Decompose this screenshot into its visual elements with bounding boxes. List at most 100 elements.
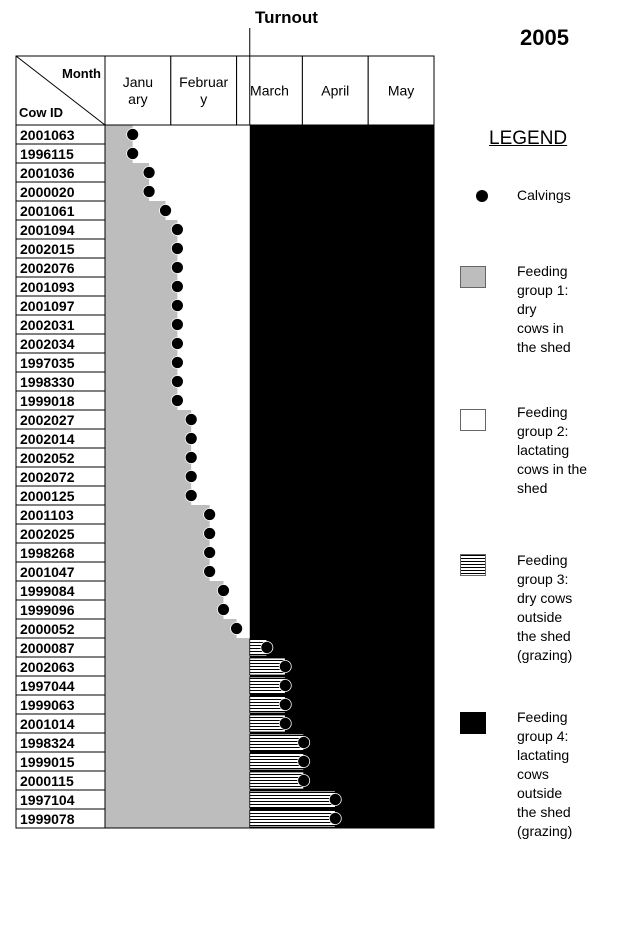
group1-bar [105, 296, 178, 315]
group1-bar [105, 581, 224, 600]
legend-group4-label: Feeding group 4: lactating cows outside … [517, 708, 572, 841]
cow-id-label: 1998330 [20, 374, 75, 390]
legend-line: Feeding [517, 404, 568, 420]
cow-id-label: 2002076 [20, 260, 75, 276]
group1-bar [105, 353, 178, 372]
calving-dot [278, 717, 292, 730]
cow-id-label: 1999018 [20, 393, 75, 409]
legend-line: lactating [517, 442, 570, 458]
calving-dot [297, 774, 311, 787]
group1-bar [105, 467, 192, 486]
group1-bar [105, 163, 150, 182]
legend-line: the shed [517, 628, 571, 644]
group1-bar [105, 448, 192, 467]
calving-dot [217, 584, 230, 597]
group3-bar [249, 790, 336, 809]
calving-dot [126, 147, 140, 160]
calving-dot-icon [476, 190, 488, 202]
legend-group3-swatch [460, 554, 486, 576]
calving-dot [170, 318, 184, 331]
cow-id-label: 2002072 [20, 469, 75, 485]
legend-calvings-label: Calvings [517, 187, 571, 203]
calving-dot [142, 166, 156, 179]
legend-line: Feeding [517, 552, 568, 568]
group1-bar [105, 676, 250, 695]
calving-dot [170, 242, 184, 255]
group3-bar [249, 752, 305, 771]
calving-dot [170, 223, 184, 236]
cow-id-label: 2001097 [20, 298, 75, 314]
month-header-label: ary [128, 91, 147, 107]
legend-group3-label: Feeding group 3: dry cows outside the sh… [517, 551, 572, 665]
cow-id-label: 2000020 [20, 184, 75, 200]
cow-id-label: 2002027 [20, 412, 75, 428]
legend-line: Feeding [517, 263, 568, 279]
group1-bar [105, 752, 250, 771]
group1-bar [105, 733, 250, 752]
group1-bar [105, 562, 210, 581]
turnout-label: Turnout [255, 8, 318, 27]
group1-bar [105, 486, 192, 505]
legend-calvings-marker [476, 190, 488, 202]
cow-id-label: 2002031 [20, 317, 75, 333]
legend-line: the shed [517, 339, 571, 355]
cow-id-label: 2001014 [20, 716, 75, 732]
group1-bar [105, 410, 192, 429]
calving-dot [170, 337, 184, 350]
group1-bar [105, 771, 250, 790]
group1-bar [105, 220, 178, 239]
group1-bar [105, 144, 133, 163]
legend-line: (grazing) [517, 823, 573, 839]
group3-bar [249, 809, 336, 828]
corner-cowid-label: Cow ID [19, 105, 63, 120]
cow-id-label: 1999084 [20, 583, 75, 599]
calving-dot [170, 375, 184, 388]
group1-bar [105, 657, 250, 676]
group1-bar [105, 505, 210, 524]
year-label: 2005 [520, 25, 569, 50]
calving-dot [278, 679, 292, 692]
cow-id-label: 1999096 [20, 602, 75, 618]
cow-id-label: 2000115 [20, 773, 74, 789]
legend-group2-label: Feeding group 2: lactating cows in the s… [517, 403, 587, 498]
cow-id-label: 1997035 [20, 355, 75, 371]
calving-dot [170, 280, 184, 293]
group1-bar [105, 239, 178, 258]
group1-bar [105, 391, 178, 410]
legend-title: LEGEND [489, 128, 568, 149]
month-header-label: Februar [179, 74, 228, 90]
corner-diagonal [15, 55, 106, 126]
group1-bar [105, 429, 192, 448]
cow-id-label: 2001047 [20, 564, 75, 580]
calving-dot [170, 356, 184, 369]
group1-bar [105, 619, 237, 638]
group1-bar [105, 638, 250, 657]
calving-dot [170, 261, 184, 274]
month-header-label: April [321, 83, 349, 99]
group3-bar [249, 733, 305, 752]
cow-id-label: 1999063 [20, 697, 75, 713]
calving-dot [184, 413, 198, 426]
corner-month-label: Month [62, 66, 101, 81]
legend-line: Feeding [517, 709, 568, 725]
calving-dot [184, 489, 198, 502]
cow-id-label: 2002063 [20, 659, 75, 675]
calving-dot [170, 394, 184, 407]
group1-bar [105, 714, 250, 733]
cow-id-label: 1997104 [20, 792, 75, 808]
group1-bar [105, 600, 224, 619]
group1-bar [105, 201, 166, 220]
cow-id-label: 1998324 [20, 735, 75, 751]
cow-id-label: 2001036 [20, 165, 75, 181]
cow-id-label: 1999015 [20, 754, 75, 770]
legend-line: dry [517, 301, 537, 317]
cow-id-label: 2002014 [20, 431, 75, 447]
calving-dot [203, 546, 217, 559]
group1-bar [105, 125, 133, 144]
legend-line: group 4: [517, 728, 569, 744]
month-header-label: y [200, 91, 207, 107]
calving-dot [184, 451, 198, 464]
group1-bar [105, 695, 250, 714]
legend-group2-swatch [460, 409, 486, 431]
group1-bar [105, 277, 178, 296]
